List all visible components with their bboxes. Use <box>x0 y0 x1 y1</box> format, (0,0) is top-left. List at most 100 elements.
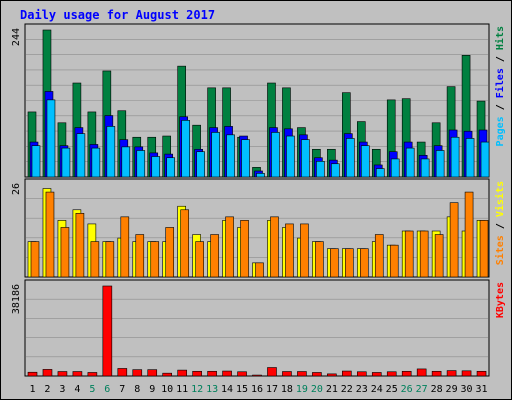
bar-pages-day-17 <box>271 132 280 178</box>
bar-sites-day-30 <box>464 191 474 278</box>
bar-pages-day-7 <box>121 146 131 178</box>
bar-kbytes-day-4 <box>72 371 83 377</box>
bar-sites-day-19 <box>300 223 309 278</box>
bar-pages-day-28 <box>435 150 445 178</box>
y-axis-label: Sites / Visits <box>494 181 506 265</box>
bar-kbytes-day-7 <box>117 368 128 377</box>
y-label-separator: / <box>495 50 506 68</box>
bar-sites-day-15 <box>240 220 249 278</box>
bar-kbytes-day-23 <box>356 371 367 377</box>
x-tick-day-25: 25 <box>386 384 398 395</box>
bar-pages-day-30 <box>465 138 475 178</box>
x-tick-day-9: 9 <box>149 384 155 395</box>
y-max-label: 38186 <box>11 284 22 314</box>
x-tick-day-15: 15 <box>236 384 248 395</box>
y-axis-label: Pages / Files / Hits <box>494 26 506 146</box>
bar-sites-day-21 <box>330 248 339 278</box>
y-label-hits: Hits <box>494 26 506 50</box>
bar-kbytes-day-2 <box>42 369 53 377</box>
bar-sites-day-8 <box>135 234 145 278</box>
bar-kbytes-day-19 <box>297 371 307 377</box>
bar-pages-day-8 <box>136 150 146 178</box>
panel-background <box>24 279 490 377</box>
bar-sites-day-22 <box>345 248 354 278</box>
bar-sites-day-10 <box>165 227 175 278</box>
bar-sites-day-28 <box>434 234 444 278</box>
bar-pages-day-20 <box>316 161 325 178</box>
x-tick-day-2: 2 <box>44 384 50 395</box>
bar-kbytes-day-22 <box>342 370 352 377</box>
bar-sites-day-13 <box>210 234 219 278</box>
x-tick-day-27: 27 <box>416 384 428 395</box>
x-tick-day-24: 24 <box>371 384 383 395</box>
bar-kbytes-day-10 <box>162 372 173 377</box>
x-tick-day-29: 29 <box>446 384 458 395</box>
bar-pages-day-16 <box>256 173 265 178</box>
bar-kbytes-day-20 <box>312 372 322 377</box>
bar-sites-day-14 <box>225 216 234 278</box>
x-tick-day-12: 12 <box>191 384 203 395</box>
panel-kbytes: 38186 KBytes <box>11 279 506 377</box>
bar-kbytes-day-31 <box>476 370 487 377</box>
bar-pages-day-27 <box>420 158 430 178</box>
bar-kbytes-day-13 <box>207 370 217 377</box>
bar-pages-day-22 <box>346 138 355 178</box>
y-label-sites: Sites <box>494 235 506 265</box>
x-tick-day-26: 26 <box>401 384 413 395</box>
bar-kbytes-day-11 <box>177 369 187 377</box>
x-tick-day-5: 5 <box>89 384 95 395</box>
y-label-separator: / <box>495 98 506 116</box>
bar-kbytes-day-25 <box>386 371 397 377</box>
bar-pages-day-14 <box>226 134 235 178</box>
bar-sites-day-1 <box>30 241 40 278</box>
bar-sites-day-24 <box>374 234 384 278</box>
bar-pages-day-3 <box>61 147 71 178</box>
x-tick-day-17: 17 <box>266 384 278 395</box>
bar-sites-day-6 <box>105 241 115 278</box>
bar-kbytes-day-15 <box>237 371 247 377</box>
bar-kbytes-day-3 <box>57 371 68 377</box>
x-tick-day-7: 7 <box>119 384 125 395</box>
x-tick-day-3: 3 <box>59 384 65 395</box>
x-tick-day-23: 23 <box>356 384 368 395</box>
bar-sites-day-23 <box>359 248 369 278</box>
y-max-label: 26 <box>11 183 22 195</box>
bar-kbytes-day-5 <box>87 372 98 377</box>
bar-pages-day-12 <box>196 151 205 178</box>
bar-sites-day-17 <box>270 216 279 278</box>
x-tick-day-10: 10 <box>161 384 173 395</box>
bar-sites-day-2 <box>45 191 55 278</box>
bar-pages-day-11 <box>181 120 190 178</box>
bar-sites-day-11 <box>180 209 189 278</box>
x-tick-day-8: 8 <box>134 384 140 395</box>
bar-sites-day-7 <box>120 216 130 278</box>
bar-sites-day-27 <box>419 230 429 278</box>
bar-sites-day-18 <box>285 223 294 278</box>
bar-kbytes-day-14 <box>222 370 232 377</box>
bar-sites-day-29 <box>449 202 459 278</box>
bar-pages-day-2 <box>46 99 56 178</box>
bar-kbytes-day-28 <box>431 370 442 377</box>
bar-kbytes-day-21 <box>327 373 337 377</box>
bar-sites-day-31 <box>479 220 489 278</box>
bar-pages-day-21 <box>331 163 340 178</box>
bar-sites-day-5 <box>90 241 100 278</box>
bar-pages-day-4 <box>76 133 86 178</box>
x-tick-day-14: 14 <box>221 384 233 395</box>
panel-visits: 26 Sites / Visits <box>11 178 506 278</box>
chart-title: Daily usage for August 2017 <box>20 8 215 22</box>
y-label-separator: / <box>495 217 506 235</box>
bar-pages-day-25 <box>390 158 400 178</box>
bar-kbytes-day-29 <box>446 370 457 377</box>
chart-panels: 244 Pages / Files / Hits 26 Sites / Visits 3… <box>11 23 506 377</box>
bar-pages-day-5 <box>91 147 101 178</box>
x-tick-day-16: 16 <box>251 384 263 395</box>
bar-sites-day-3 <box>60 227 70 278</box>
panel-hits: 244 Pages / Files / Hits <box>11 23 506 178</box>
x-tick-day-31: 31 <box>475 384 487 395</box>
x-tick-day-28: 28 <box>431 384 443 395</box>
bar-pages-day-29 <box>450 136 460 178</box>
bar-pages-day-18 <box>286 135 295 178</box>
x-tick-day-13: 13 <box>206 384 218 395</box>
bar-pages-day-19 <box>301 139 310 178</box>
